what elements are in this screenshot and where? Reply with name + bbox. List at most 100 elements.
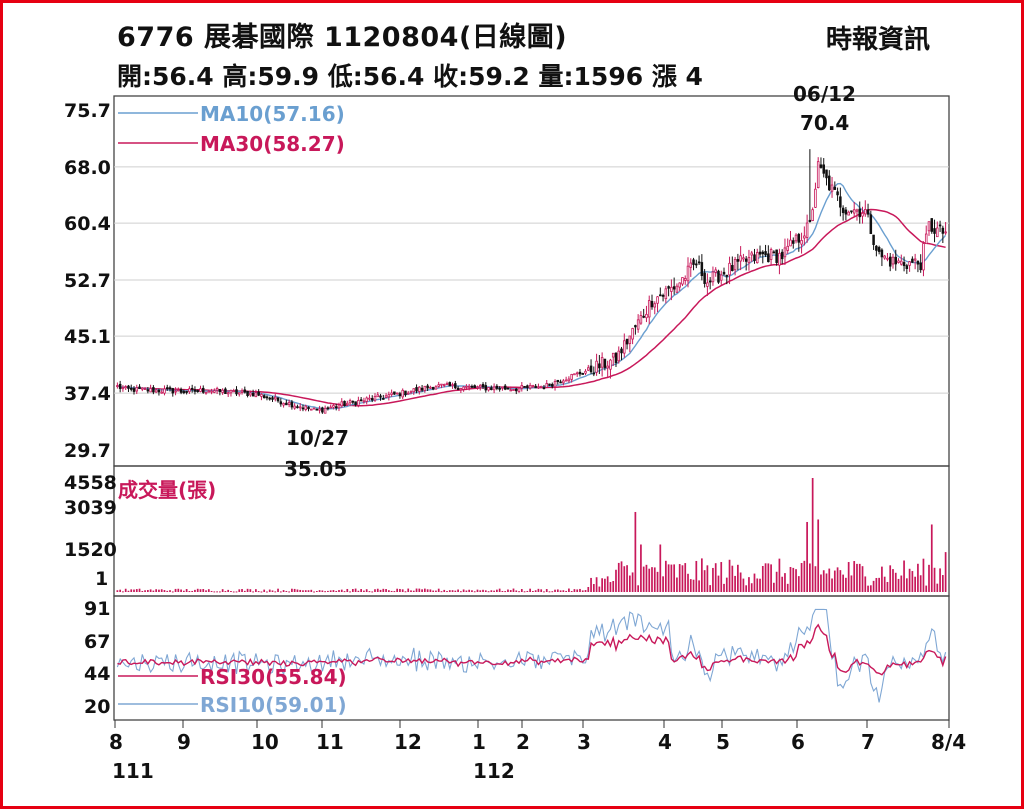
candle-body (121, 387, 125, 390)
candle-body (847, 211, 850, 216)
volume-bar (905, 578, 908, 592)
volume-bar (509, 590, 512, 592)
candle-body (902, 262, 906, 267)
candle-body (805, 222, 809, 238)
volume-bar (440, 591, 443, 593)
candle-body (307, 406, 310, 410)
candle-body (442, 384, 446, 386)
candle-body (816, 161, 820, 188)
candle-body (900, 260, 903, 265)
volume-bar (687, 573, 689, 592)
candle-body (938, 224, 942, 227)
volume-bar (390, 590, 393, 592)
volume-bar (213, 591, 216, 593)
volume-bar (878, 577, 880, 592)
volume-bar (606, 576, 609, 592)
candle-body (659, 294, 662, 297)
volume-bar (883, 576, 886, 592)
volume-bar (775, 571, 778, 592)
candle-body (271, 397, 274, 400)
candle-body (911, 258, 914, 263)
volume-bar (900, 575, 903, 592)
volume-bar (160, 589, 163, 592)
volume-bar (706, 565, 709, 592)
volume-bar (202, 589, 205, 592)
volume-bar (764, 563, 767, 592)
candle-body (542, 387, 546, 390)
volume-bar (338, 590, 340, 592)
volume-bar (839, 570, 842, 592)
candle-body (124, 386, 127, 389)
candle-body (171, 388, 175, 394)
x-month-label: 4 (658, 730, 672, 754)
volume-bar (426, 589, 429, 592)
volume-bar (465, 590, 468, 592)
volume-bar (856, 563, 858, 592)
candle-body (581, 373, 585, 375)
volume-bar (501, 590, 504, 592)
candle-body (207, 390, 211, 393)
volume-bar (645, 564, 648, 592)
volume-bar (221, 589, 224, 592)
volume-tick-label: 3039 (64, 497, 117, 519)
candle-body (495, 385, 499, 389)
candle-body (490, 387, 493, 391)
volume-bar (881, 566, 883, 592)
candle-body (199, 388, 202, 392)
volume-bar (676, 577, 678, 592)
candle-body (916, 260, 920, 265)
volume-bar (282, 590, 285, 592)
volume-bar (634, 511, 637, 592)
volume-bar (717, 575, 720, 592)
volume-bar (570, 591, 573, 593)
candle-body (531, 384, 535, 387)
candle-body (780, 251, 784, 260)
volume-bar (936, 583, 939, 592)
candle-body (589, 365, 593, 373)
volume-bar (543, 591, 545, 593)
candle-body (753, 254, 756, 261)
volume-bar (399, 588, 401, 592)
candle-body (409, 390, 413, 393)
volume-bar (410, 590, 412, 592)
candle-body (329, 406, 332, 409)
candle-body (811, 209, 814, 221)
volume-bar (640, 544, 642, 592)
volume-bar (620, 561, 623, 592)
candle-body (215, 387, 219, 391)
candle-body (897, 260, 900, 263)
candle-body (792, 240, 795, 244)
volume-bar (853, 561, 856, 592)
volume-bar (146, 589, 149, 592)
volume-bar (119, 589, 122, 592)
candle-body (559, 381, 562, 384)
candle-body (786, 245, 789, 251)
volume-bar (803, 560, 806, 592)
candle-body (143, 388, 147, 391)
candle-body (877, 247, 881, 252)
volume-bar (274, 591, 277, 593)
volume-bar (349, 591, 351, 593)
volume-bar (737, 564, 739, 592)
candle-body (675, 285, 679, 293)
candle-body (287, 402, 291, 406)
volume-bar (340, 589, 343, 592)
volume-bar (545, 589, 548, 592)
volume-bar (598, 586, 601, 592)
volume-bar (631, 572, 634, 592)
candle-body (598, 363, 601, 369)
rsi30-legend-label: RSI30(55.84) (200, 665, 347, 689)
volume-bar (908, 568, 911, 592)
candle-body (678, 282, 681, 288)
volume-bar (230, 591, 232, 593)
candle-body (304, 405, 308, 410)
candle-body (639, 315, 643, 324)
candle-body (517, 387, 521, 392)
volume-bar (800, 563, 803, 592)
volume-bar (299, 589, 302, 592)
candle-body (611, 352, 615, 358)
candle-body (539, 385, 543, 388)
volume-bar (196, 588, 199, 592)
candle-body (265, 396, 269, 399)
volume-bar (529, 588, 531, 592)
